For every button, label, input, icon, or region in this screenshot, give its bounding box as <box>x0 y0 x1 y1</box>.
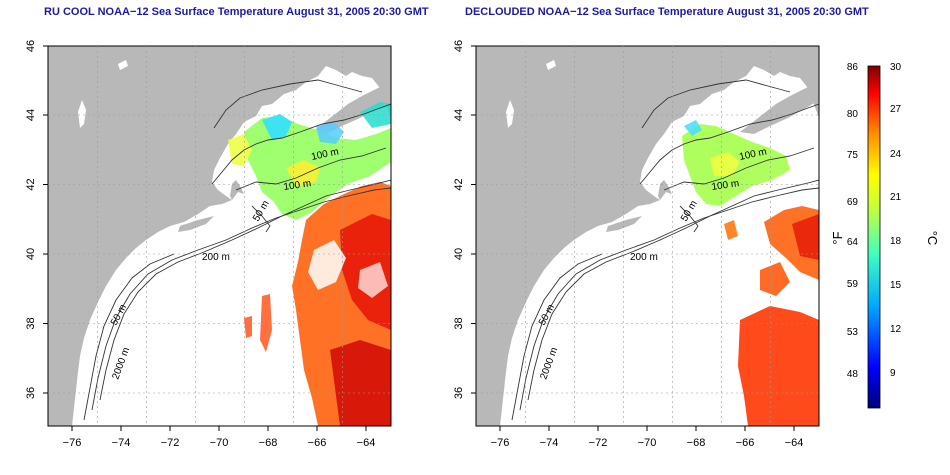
colorbar-tick-fahrenheit: 59 <box>847 279 859 290</box>
land-mass <box>48 46 391 426</box>
long-island <box>178 216 214 232</box>
depth-label: 200 m <box>630 252 658 263</box>
x-tick-label: −68 <box>259 437 278 449</box>
y-tick-label: 36 <box>453 387 465 399</box>
long-island <box>606 216 642 232</box>
y-tick-label: 44 <box>453 109 465 121</box>
gridlines <box>48 46 391 426</box>
x-tick-label: −68 <box>687 437 706 449</box>
colorbar-gradient <box>867 65 881 409</box>
y-tick-label: 36 <box>25 387 37 399</box>
lake <box>506 100 514 128</box>
colorbar-tick-celsius: 21 <box>890 192 902 203</box>
x-tick-label: −72 <box>161 437 180 449</box>
lake <box>118 60 128 70</box>
x-tick-label: −66 <box>736 437 755 449</box>
panel-title-left: RU COOL NOAA−12 Sea Surface Temperature … <box>44 6 429 18</box>
y-tick-label: 44 <box>25 109 37 121</box>
colorbar-tick-fahrenheit: 80 <box>847 109 859 120</box>
x-tick-label: −74 <box>540 437 559 449</box>
colorbar-tick-fahrenheit: 75 <box>847 150 859 161</box>
x-tick-label: −64 <box>785 437 804 449</box>
x-tick-label: −70 <box>638 437 657 449</box>
panel-title-right: DECLOUDED NOAA−12 Sea Surface Temperatur… <box>465 6 869 18</box>
bathymetry-contours <box>83 79 391 421</box>
x-tick-label: −72 <box>589 437 608 449</box>
x-tick-label: −66 <box>308 437 327 449</box>
y-tick-label: 38 <box>25 317 37 329</box>
colorbar-tick-celsius: 18 <box>890 236 902 247</box>
lake <box>546 60 556 70</box>
depth-label: 200 m <box>202 252 230 263</box>
colorbar-tick-celsius: 15 <box>890 280 902 291</box>
sst-data <box>682 120 819 426</box>
colorbar-unit-celsius: °C <box>925 231 940 246</box>
y-tick-label: 46 <box>25 40 37 52</box>
bathymetry-contours <box>511 79 819 421</box>
x-tick-label: −64 <box>357 437 376 449</box>
nova-scotia <box>312 82 391 134</box>
colorbar-tick-celsius: 9 <box>890 368 896 379</box>
colorbar-tick-fahrenheit: 69 <box>847 197 859 208</box>
colorbar-tick-celsius: 30 <box>890 62 902 73</box>
y-tick-label: 42 <box>25 178 37 190</box>
y-tick-label: 46 <box>453 40 465 52</box>
map-panel-right: −76 −74 −72 −70 −68 −66 −64 36 38 40 42 … <box>453 40 820 449</box>
depth-label: 100 m <box>711 178 740 193</box>
y-tick-label: 38 <box>453 317 465 329</box>
colorbar-tick-celsius: 12 <box>890 324 902 335</box>
y-tick-label: 40 <box>25 248 37 260</box>
x-tick-label: −74 <box>112 437 131 449</box>
map-panel-left: −76 −74 −72 −70 −68 −66 −64 36 38 40 42 … <box>25 40 392 449</box>
colorbar: 86 80 75 69 64 59 53 48 30 27 24 21 18 15 12 9 °F °C <box>830 62 940 409</box>
colorbar-tick-fahrenheit: 48 <box>847 369 859 380</box>
lake <box>78 100 86 128</box>
x-tick-label: −70 <box>210 437 229 449</box>
land-mass <box>476 46 819 426</box>
colorbar-tick-celsius: 27 <box>890 104 902 115</box>
y-tick-label: 42 <box>453 178 465 190</box>
colorbar-unit-fahrenheit: °F <box>830 231 845 244</box>
colorbar-tick-fahrenheit: 86 <box>847 62 859 73</box>
depth-label: 100 m <box>283 178 312 193</box>
x-tick-label: −76 <box>491 437 510 449</box>
colorbar-tick-fahrenheit: 53 <box>847 327 859 338</box>
nova-scotia <box>740 82 819 134</box>
x-tick-label: −76 <box>63 437 82 449</box>
gridlines <box>476 46 819 426</box>
y-tick-label: 40 <box>453 248 465 260</box>
colorbar-tick-celsius: 24 <box>890 149 902 160</box>
colorbar-tick-fahrenheit: 64 <box>847 237 859 248</box>
